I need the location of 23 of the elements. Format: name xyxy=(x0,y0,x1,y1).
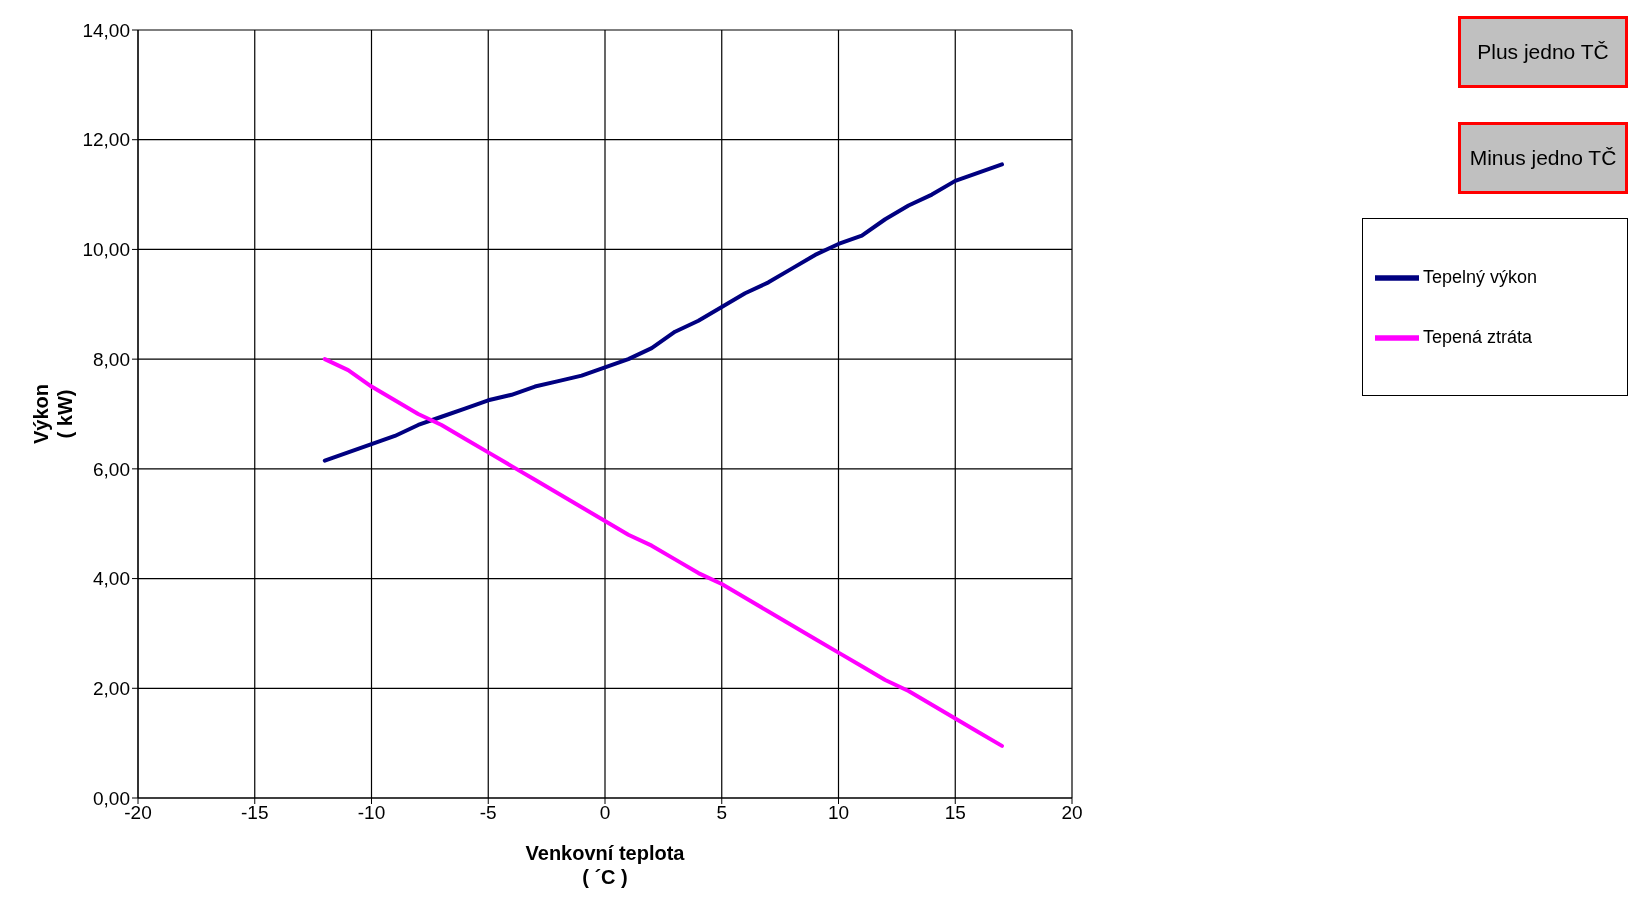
x-tick-label: -15 xyxy=(241,802,269,824)
y-tick-label: 8,00 xyxy=(93,348,130,370)
button: Minus jedno TČ xyxy=(1458,122,1628,194)
legend-label: Tepelný výkon xyxy=(1423,267,1538,287)
y-axis-title: Výkon ( kW) xyxy=(30,383,76,445)
x-tick-label: 5 xyxy=(716,802,728,824)
y-tick-label: 10,00 xyxy=(82,239,130,261)
x-tick-label: 0 xyxy=(599,802,611,824)
x-axis-title: Venkovní teplota ( ´C ) xyxy=(525,842,686,888)
y-tick-label: 6,00 xyxy=(93,458,130,480)
y-tick-label: 4,00 xyxy=(93,568,130,590)
line-series xyxy=(322,162,1004,463)
x-tick-label: 15 xyxy=(944,802,966,824)
y-tick-label: 2,00 xyxy=(93,678,130,700)
y-tick-label: 12,00 xyxy=(82,129,130,151)
x-tick-label: -10 xyxy=(357,802,386,824)
button: Plus jedno TČ xyxy=(1458,16,1628,88)
legend-label: Tepená ztráta xyxy=(1423,327,1533,347)
x-tick-label: 20 xyxy=(1061,802,1083,824)
x-tick-label: -5 xyxy=(479,802,497,824)
y-tick-label: 14,00 xyxy=(82,19,130,41)
x-tick-label: 10 xyxy=(827,802,850,824)
line-series xyxy=(322,357,1004,748)
